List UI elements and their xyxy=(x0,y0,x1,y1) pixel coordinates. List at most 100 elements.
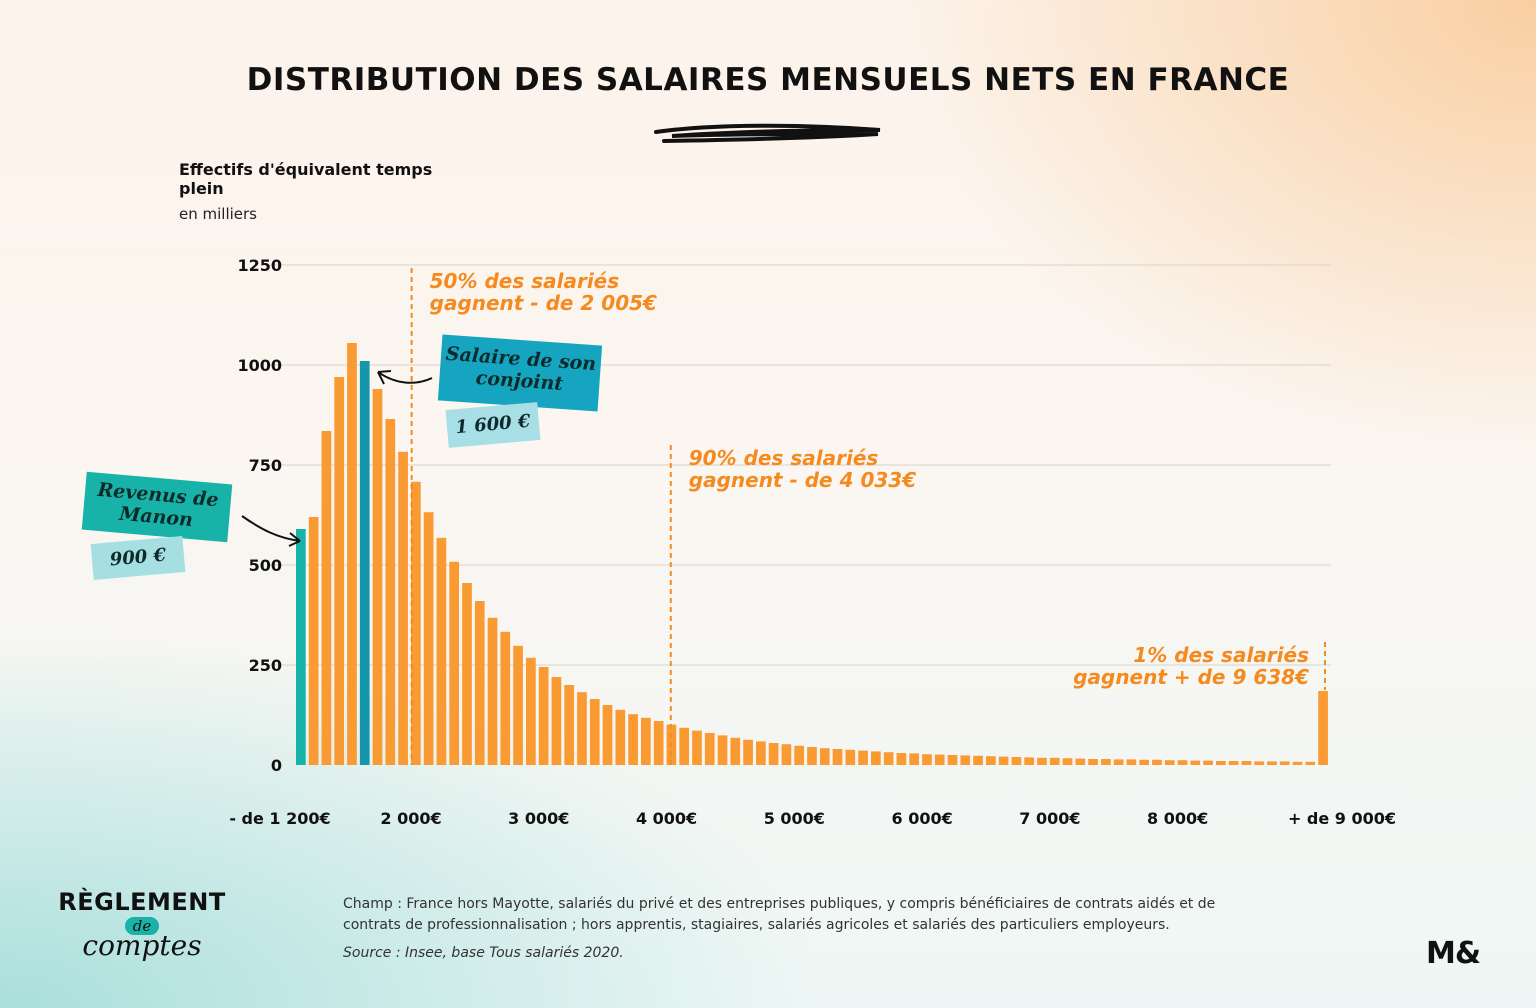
callout-manon-label: Revenus de Manon xyxy=(96,478,220,532)
bar xyxy=(1254,761,1265,765)
bar xyxy=(1190,760,1201,765)
bar xyxy=(1305,761,1316,765)
bar xyxy=(628,714,638,765)
bar xyxy=(372,389,383,765)
callout-conjoint-value: 1 600 € xyxy=(445,402,541,448)
bar xyxy=(385,419,396,765)
brand-line-3: comptes xyxy=(82,929,202,962)
bar xyxy=(858,750,868,765)
y-tick-label: 750 xyxy=(249,456,282,475)
arrow-conjoint-head xyxy=(377,370,392,385)
bar xyxy=(462,583,472,765)
bar xyxy=(359,361,370,765)
footnote-source: Source : Insee, base Tous salariés 2020. xyxy=(343,945,624,961)
bar xyxy=(334,377,345,765)
bar xyxy=(960,755,971,765)
y-axis-unit: en milliers xyxy=(179,205,257,223)
bar xyxy=(896,753,907,765)
bar xyxy=(871,751,881,765)
bar xyxy=(1318,691,1328,765)
bar xyxy=(1216,761,1226,765)
bar xyxy=(589,699,600,765)
x-tick-label: 6 000€ xyxy=(891,809,952,828)
bar xyxy=(998,756,1009,765)
bar xyxy=(653,721,664,765)
bar xyxy=(934,754,945,765)
bar xyxy=(692,730,702,765)
bar xyxy=(1101,759,1111,765)
bar xyxy=(551,677,562,765)
bar xyxy=(526,657,536,765)
salary-histogram: 0 250 500 750 1000 1250 - de 1 200€ 2 000€ 3 000… xyxy=(229,256,1396,828)
y-axis-title: Effectifs d'équivalent temps plein xyxy=(179,160,433,198)
y-tick-label: 500 xyxy=(249,556,282,575)
bar xyxy=(602,705,613,765)
bar xyxy=(538,667,549,765)
footnote-champ: Champ : France hors Mayotte, salariés du… xyxy=(343,896,1216,933)
x-tick-label: 8 000€ xyxy=(1147,809,1208,828)
bar xyxy=(1062,758,1073,765)
callout-conjoint: Salaire de son conjoint xyxy=(437,334,603,412)
annotation-label: gagnent + de 9 638€ xyxy=(1073,665,1309,689)
x-tick-label: 3 000€ xyxy=(508,809,569,828)
y-tick-label: 1000 xyxy=(237,356,282,375)
brand-line-1: RÈGLEMENT xyxy=(58,888,226,916)
annotation-label: 50% des salariés xyxy=(430,269,620,293)
bar xyxy=(704,733,715,765)
bar xyxy=(1267,761,1277,765)
bar xyxy=(679,727,690,765)
y-tick-label: 0 xyxy=(271,756,282,775)
x-tick-label: 2 000€ xyxy=(380,809,441,828)
annotation-label: gagnent - de 4 033€ xyxy=(689,468,916,492)
bar xyxy=(347,343,357,765)
bar xyxy=(807,747,817,765)
bar xyxy=(487,617,498,765)
bar xyxy=(1113,759,1124,765)
bar xyxy=(781,744,792,765)
bar xyxy=(1075,758,1086,765)
bar xyxy=(615,709,626,765)
bar xyxy=(1177,760,1188,765)
bar xyxy=(308,517,319,765)
bar xyxy=(411,481,421,765)
bar xyxy=(449,561,460,765)
bar xyxy=(1241,761,1252,765)
brand-reglement-de-comptes: RÈGLEMENT de comptes xyxy=(42,888,242,962)
bar xyxy=(641,717,651,765)
bar xyxy=(296,529,306,765)
bar xyxy=(819,748,830,765)
bar xyxy=(1011,757,1022,765)
bar xyxy=(474,601,485,765)
chart-title: DISTRIBUTION DES SALAIRES MENSUELS NETS … xyxy=(246,62,1290,98)
x-tick-label: 7 000€ xyxy=(1019,809,1080,828)
brush-underline xyxy=(654,123,881,143)
bar xyxy=(922,754,932,765)
bar xyxy=(513,645,523,765)
bar xyxy=(577,692,587,765)
bar xyxy=(321,431,332,765)
y-tick-label: 250 xyxy=(249,656,282,675)
bar xyxy=(730,737,741,765)
bar xyxy=(883,752,894,765)
x-tick-label: - de 1 200€ xyxy=(229,809,330,828)
x-tick-label: + de 9 000€ xyxy=(1288,809,1396,828)
bar xyxy=(986,756,996,765)
bar xyxy=(947,755,958,765)
arrow-manon-head xyxy=(288,532,301,547)
bar xyxy=(756,741,766,765)
bar xyxy=(1037,757,1047,765)
callout-conjoint-label: Salaire de son conjoint xyxy=(445,342,597,396)
bar xyxy=(500,631,511,765)
bar xyxy=(845,749,856,765)
annotation-label: gagnent - de 2 005€ xyxy=(430,291,657,315)
publisher-logo: M& xyxy=(1426,936,1481,971)
bar xyxy=(564,685,575,765)
bar xyxy=(794,745,805,765)
bar xyxy=(1024,757,1035,765)
bar xyxy=(1152,759,1162,765)
arrow-manon xyxy=(241,515,301,542)
bar xyxy=(743,739,753,765)
bar xyxy=(1279,761,1290,765)
bar xyxy=(1139,759,1150,765)
bar xyxy=(1292,761,1303,765)
